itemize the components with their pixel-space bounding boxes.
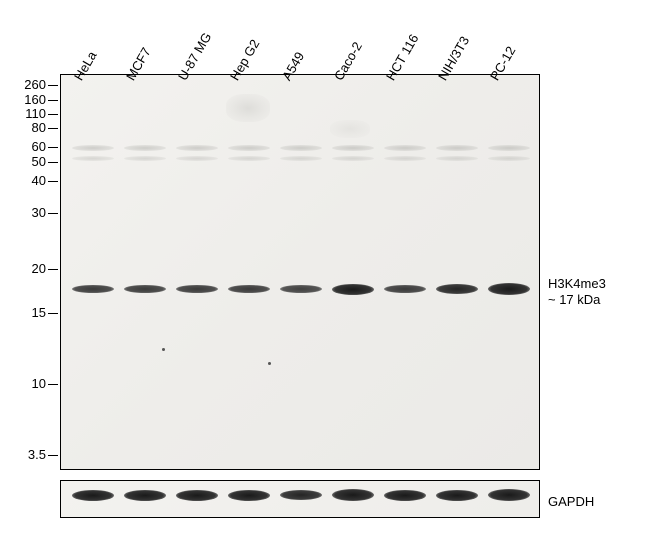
mw-tick (48, 114, 58, 115)
faint-band (488, 145, 530, 151)
faint-band (436, 145, 478, 151)
mw-tick (48, 128, 58, 129)
gapdh-band (280, 490, 322, 500)
mw-tick (48, 269, 58, 270)
mw-tick (48, 313, 58, 314)
faint-band (176, 156, 218, 161)
mw-label: 3.5 (16, 447, 46, 462)
faint-band (332, 145, 374, 151)
mw-label: 20 (16, 261, 46, 276)
h3k4me3-band (72, 285, 114, 293)
faint-band (332, 156, 374, 161)
h3k4me3-band (384, 285, 426, 293)
gapdh-band (176, 490, 218, 501)
gapdh-band (384, 490, 426, 501)
faint-band (72, 145, 114, 151)
western-blot-figure: 26016011080605040302015103.5HeLaMCF7U-87… (0, 0, 650, 544)
faint-band (124, 145, 166, 151)
right-label: GAPDH (548, 494, 594, 509)
faint-band (124, 156, 166, 161)
blot-smudge (226, 94, 270, 122)
gapdh-band (228, 490, 270, 501)
blot-speck (268, 362, 271, 365)
mw-tick (48, 384, 58, 385)
faint-band (228, 156, 270, 161)
mw-label: 40 (16, 173, 46, 188)
gapdh-band (72, 490, 114, 501)
mw-label: 80 (16, 120, 46, 135)
mw-tick (48, 455, 58, 456)
faint-band (384, 156, 426, 161)
mw-tick (48, 213, 58, 214)
mw-tick (48, 147, 58, 148)
faint-band (228, 145, 270, 151)
h3k4me3-band (124, 285, 166, 293)
gapdh-band (436, 490, 478, 501)
faint-band (488, 156, 530, 161)
faint-band (436, 156, 478, 161)
gapdh-band (332, 489, 374, 501)
faint-band (280, 145, 322, 151)
mw-label: 10 (16, 376, 46, 391)
blot-speck (162, 348, 165, 351)
h3k4me3-band (488, 283, 530, 295)
mw-tick (48, 181, 58, 182)
gapdh-band (488, 489, 530, 501)
faint-band (384, 145, 426, 151)
mw-label: 15 (16, 305, 46, 320)
right-label: ~ 17 kDa (548, 292, 600, 307)
blot-smudge (330, 120, 370, 138)
faint-band (176, 145, 218, 151)
h3k4me3-band (436, 284, 478, 294)
faint-band (280, 156, 322, 161)
h3k4me3-band (228, 285, 270, 293)
gapdh-band (124, 490, 166, 501)
mw-tick (48, 100, 58, 101)
mw-label: 50 (16, 154, 46, 169)
mw-tick (48, 162, 58, 163)
mw-label: 110 (16, 106, 46, 121)
mw-label: 160 (16, 92, 46, 107)
faint-band (72, 156, 114, 161)
mw-label: 60 (16, 139, 46, 154)
h3k4me3-band (280, 285, 322, 293)
right-label: H3K4me3 (548, 276, 606, 291)
h3k4me3-band (176, 285, 218, 293)
h3k4me3-band (332, 284, 374, 295)
mw-label: 260 (16, 77, 46, 92)
main-blot-panel (60, 74, 540, 470)
mw-tick (48, 85, 58, 86)
mw-label: 30 (16, 205, 46, 220)
